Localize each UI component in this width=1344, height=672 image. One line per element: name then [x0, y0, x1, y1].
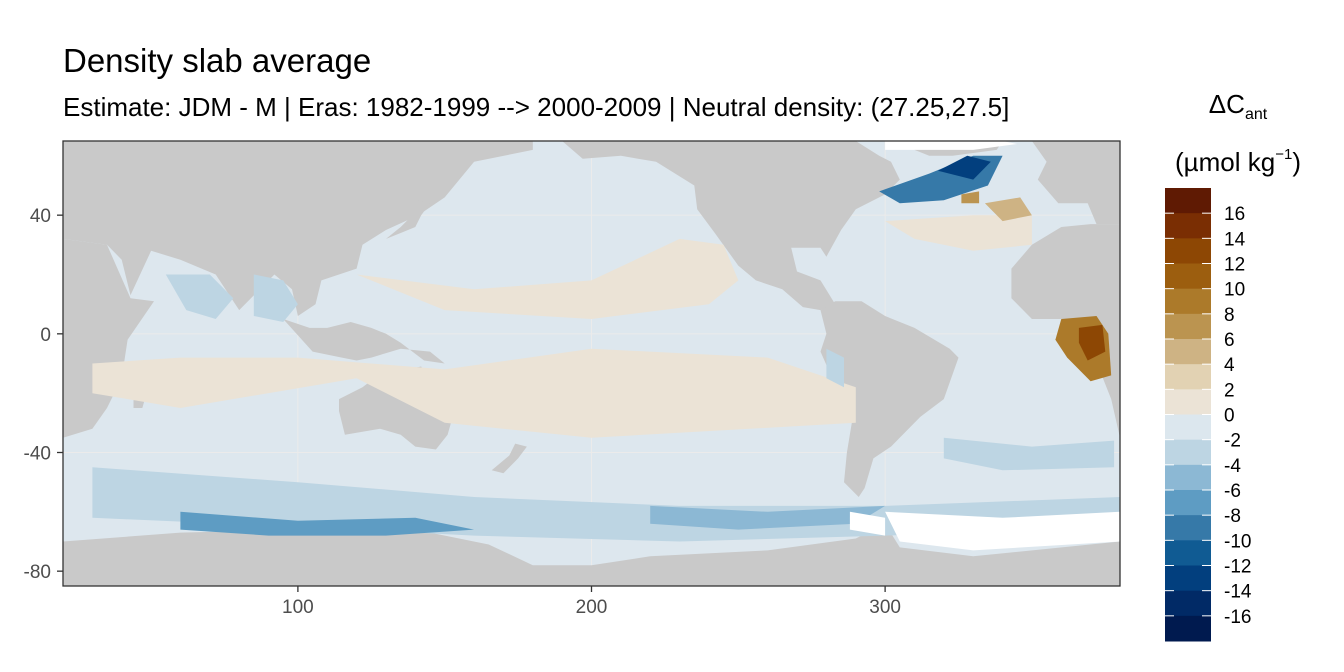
patch-south-atlantic-cool [943, 437, 1115, 471]
legend-label: -6 [1224, 481, 1241, 502]
x-tick-label: 300 [869, 597, 901, 618]
patch-azores-warm [961, 191, 980, 204]
legend-swatch [1165, 439, 1211, 466]
legend-label: 0 [1224, 406, 1235, 427]
legend-label: 10 [1224, 280, 1245, 301]
legend-swatch [1165, 339, 1211, 365]
patch-labrador-core [938, 155, 991, 180]
chart-subtitle: Estimate: JDM - M | Eras: 1982-1999 --> … [63, 92, 1010, 122]
legend-label: -4 [1224, 456, 1241, 477]
patch-southern-east [650, 505, 886, 530]
legend-swatch [1165, 389, 1211, 415]
patch-atlantic-warm [885, 215, 1032, 251]
y-axis: 40 0 -40 -80 [24, 206, 63, 583]
legend-label: -10 [1224, 531, 1251, 552]
legend-swatch [1165, 615, 1211, 642]
y-tick-label: 40 [30, 206, 51, 227]
patch-north-pacific-warm [356, 238, 739, 319]
south-america-landmass [820, 301, 959, 497]
legend-swatch [1165, 490, 1211, 516]
patch-mid-atlantic-warm [984, 197, 1032, 222]
ice-weddell [885, 511, 1120, 551]
patch-guinea-core [1078, 324, 1106, 361]
legend-swatch [1165, 263, 1211, 290]
legend-swatch [1165, 590, 1211, 617]
asia-landmass [63, 141, 533, 316]
legend-swatch [1165, 313, 1211, 340]
patch-bay-bengal-cool [253, 274, 298, 322]
legend-label: 12 [1224, 255, 1245, 276]
map-panel [63, 141, 1120, 586]
no-data-regions [849, 141, 1120, 551]
legend-swatch [1165, 188, 1211, 214]
legend-label: 6 [1224, 330, 1235, 351]
y-tick-label: 0 [40, 325, 51, 346]
legend-label: -12 [1224, 557, 1251, 578]
patch-southern-deep [180, 511, 475, 536]
new-zealand-landmass [491, 443, 527, 474]
patch-tropical-band [92, 348, 856, 438]
north-america-landmass [532, 141, 900, 311]
legend-colorbar [1165, 188, 1211, 642]
legend-swatch [1165, 565, 1211, 592]
legend-swatch [1165, 238, 1211, 264]
y-tick-label: -80 [24, 562, 51, 583]
legend-swatch [1165, 464, 1211, 491]
legend-label: 8 [1224, 305, 1235, 326]
legend-swatch [1165, 515, 1211, 541]
legend-swatch [1165, 288, 1211, 315]
legend-label: -2 [1224, 431, 1241, 452]
ice-arctic-atlantic [885, 141, 1018, 150]
land-masses [63, 141, 1120, 586]
africa-landmass [63, 238, 154, 438]
ice-south-atlantic-shelf [849, 511, 886, 536]
patch-indian-cool [165, 274, 234, 319]
legend-labels: 16 14 12 10 8 6 4 2 0 -2 -4 -6 -8 -10 -12 -14 -16 [1224, 204, 1252, 628]
legend-label: 14 [1224, 229, 1246, 250]
legend-label: 2 [1224, 380, 1235, 401]
legend-swatch [1165, 414, 1211, 441]
legend-label: 4 [1224, 355, 1235, 376]
antarctica-landmass [63, 523, 1120, 586]
legend-label: -14 [1224, 582, 1252, 603]
legend-title: ΔCant (µmol kg−1) [1175, 89, 1301, 177]
x-tick-label: 200 [576, 597, 608, 618]
legend-swatch [1165, 364, 1211, 390]
y-tick-label: -40 [24, 444, 51, 465]
legend-label: -8 [1224, 506, 1241, 527]
japan-landmass [386, 200, 430, 239]
europe-landmass [1031, 141, 1120, 225]
legend-label: 16 [1224, 204, 1245, 225]
chart-title: Density slab average [63, 42, 372, 79]
x-axis: 100 200 300 [282, 586, 901, 618]
anomaly-patches [92, 155, 1120, 542]
indonesia-landmass [283, 319, 445, 364]
west-africa-landmass [1011, 224, 1120, 438]
legend-swatch [1165, 540, 1211, 566]
patch-peru-cool [826, 348, 844, 388]
legend-swatch [1165, 213, 1211, 239]
x-tick-label: 100 [282, 597, 314, 618]
legend-label: -16 [1224, 607, 1251, 628]
